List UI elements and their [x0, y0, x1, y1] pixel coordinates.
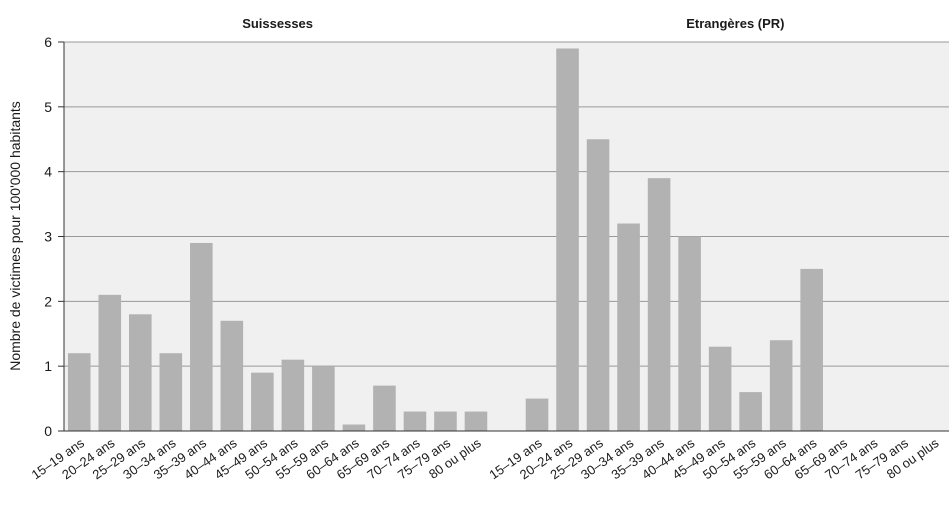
bar	[617, 223, 640, 431]
bar	[434, 411, 457, 431]
bar	[159, 353, 183, 431]
bar	[190, 242, 213, 431]
bar	[129, 314, 152, 431]
y-tick-label: 1	[44, 358, 52, 374]
y-tick-label: 6	[44, 34, 52, 50]
bar	[647, 178, 671, 431]
y-tick-label: 3	[44, 229, 52, 245]
bar	[708, 346, 732, 431]
bar	[586, 139, 610, 431]
bar-layer	[67, 48, 823, 431]
bar	[373, 385, 396, 431]
bar	[220, 320, 244, 431]
bar	[556, 48, 579, 431]
axis-layer	[58, 41, 949, 432]
bar	[800, 268, 823, 431]
bar	[251, 372, 274, 431]
bar	[67, 353, 91, 431]
y-tick-label: 5	[44, 99, 52, 115]
y-tick-label: 2	[44, 293, 52, 309]
bar	[739, 392, 762, 431]
bar	[769, 340, 793, 431]
bar	[312, 366, 335, 431]
bar	[464, 411, 488, 431]
panel-title: Etrangères (PR)	[686, 16, 784, 31]
bar	[403, 411, 427, 431]
bar	[525, 398, 549, 431]
y-tick-label: 0	[44, 423, 52, 439]
bar	[678, 236, 701, 431]
y-tick-label: 4	[44, 164, 52, 180]
bar	[281, 359, 305, 431]
y-axis-title: Nombre de victimes pour 100'000 habitant…	[7, 101, 23, 371]
bar	[98, 294, 122, 431]
bar	[342, 424, 366, 431]
panel-title: Suissesses	[242, 16, 313, 31]
